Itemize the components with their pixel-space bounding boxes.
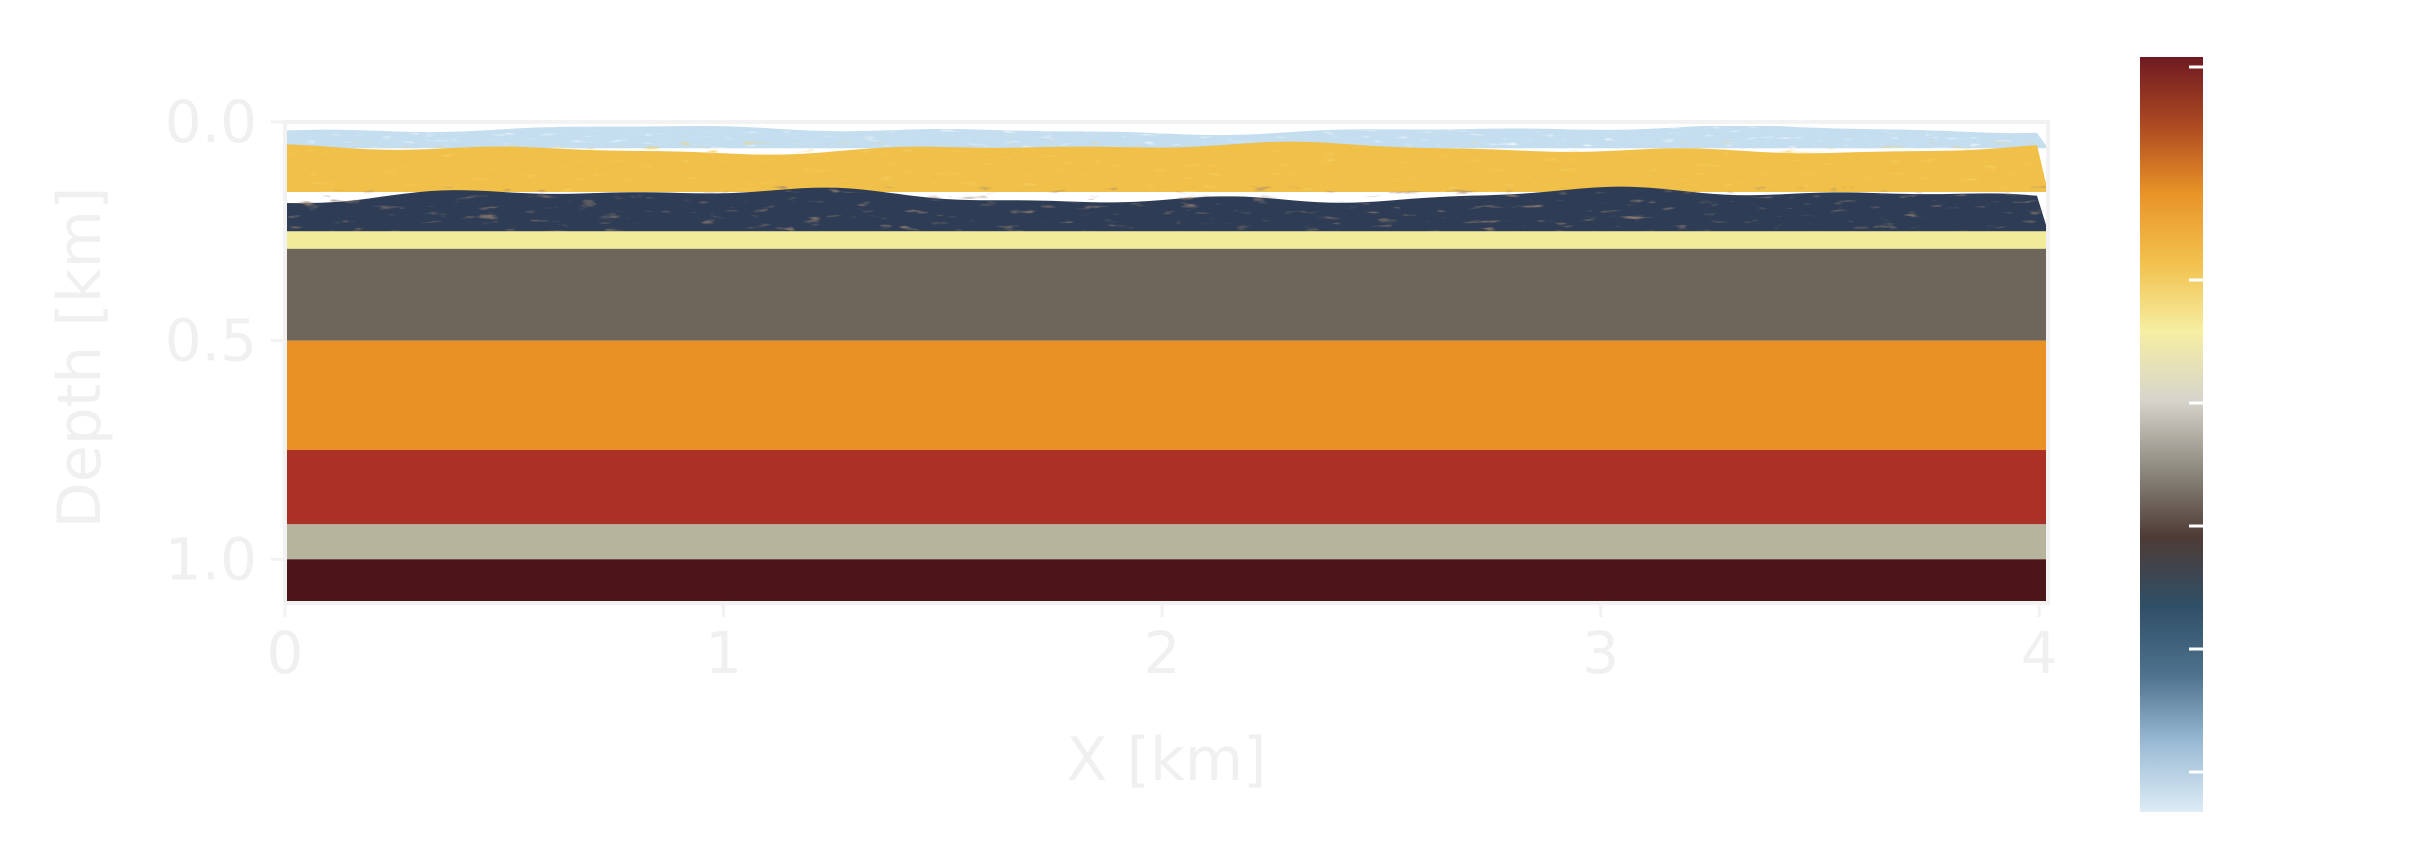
axes: 0 1 2 3 4 0.0 0.5 1.0 X [km] Depth [km] (45, 88, 2058, 795)
x-tick-label: 1 (705, 619, 742, 687)
y-axis-label: Depth [km] (45, 187, 115, 529)
colorbar (2140, 57, 2203, 812)
layer-5 (285, 248, 2048, 341)
layer-7 (285, 449, 2048, 525)
plot-area (285, 122, 2048, 603)
x-tick-label: 3 (1582, 619, 1619, 687)
y-tick-label: 0.5 (165, 307, 257, 375)
layer-9 (285, 559, 2048, 603)
axes-frame (283, 120, 2050, 605)
layer-4 (285, 231, 2048, 249)
x-axis-label: X [km] (1066, 725, 1266, 795)
x-tick-label: 4 (2021, 619, 2058, 687)
x-tick-label: 0 (267, 619, 304, 687)
y-tick-label: 1.0 (165, 525, 257, 593)
layer-8 (285, 524, 2048, 560)
y-tick-label: 0.0 (165, 88, 257, 156)
colorbar-gradient (2140, 57, 2203, 812)
x-tick-label: 2 (1144, 619, 1181, 687)
layer-6 (285, 340, 2048, 450)
